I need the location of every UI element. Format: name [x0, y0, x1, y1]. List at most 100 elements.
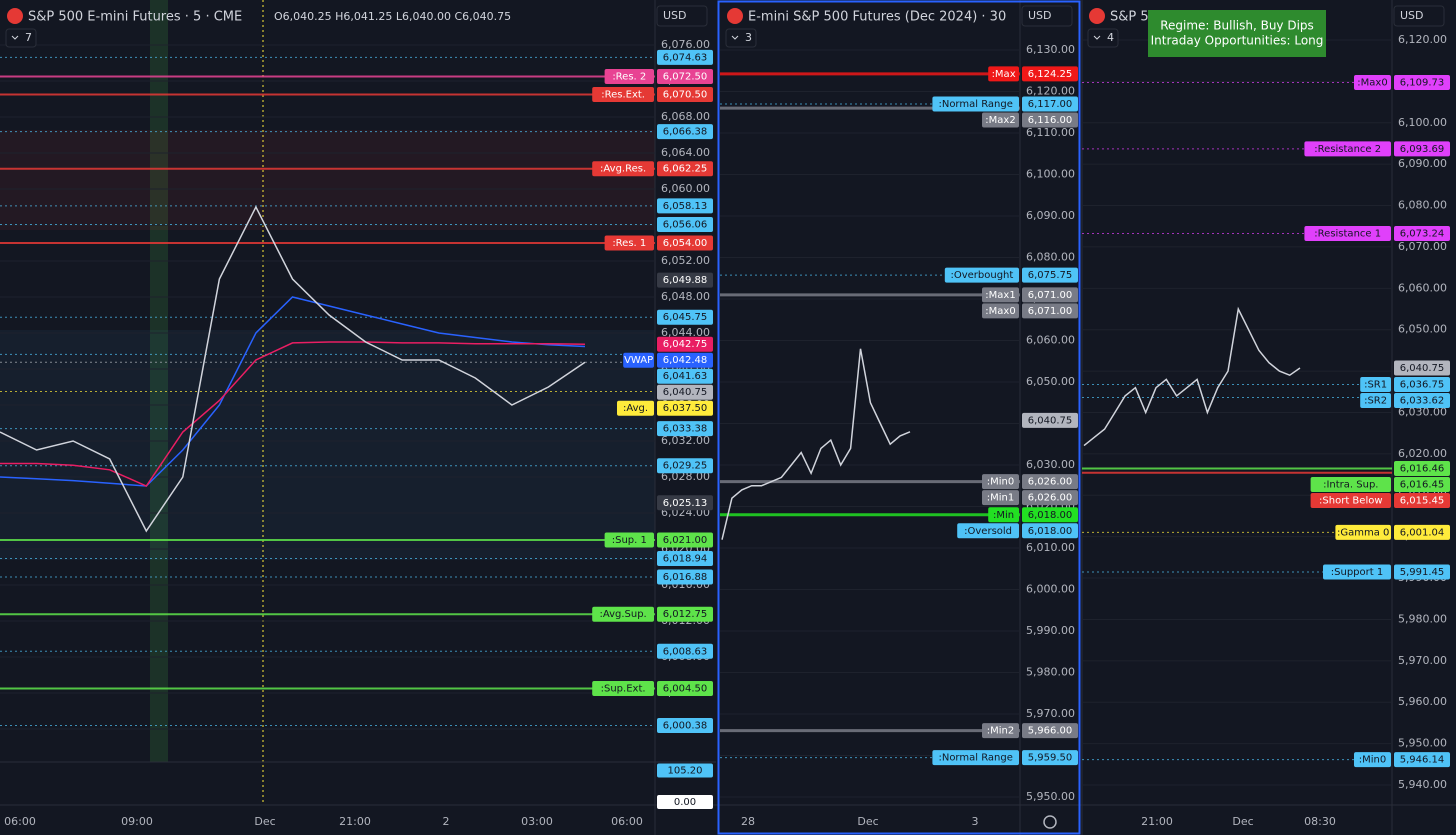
price-label-box [1022, 66, 1078, 82]
price-label-box [1394, 461, 1450, 477]
x-tick-label: 09:00 [121, 815, 153, 828]
price-label-box [1022, 267, 1078, 283]
regime-text: Regime: Bullish, Buy Dips [1160, 19, 1314, 33]
currency-button[interactable] [1393, 5, 1445, 27]
price-label-box [657, 606, 713, 622]
price-label-box [1022, 112, 1078, 128]
y-tick-label: 6,060.00 [1398, 281, 1447, 294]
level-name-box [1304, 141, 1391, 157]
y-tick-label: 6,120.00 [1398, 33, 1447, 46]
x-tick-label: Dec [1232, 815, 1253, 828]
price-label-box [1394, 477, 1450, 493]
price-label-box [1022, 412, 1078, 428]
price-label-box [657, 336, 713, 352]
level-name: :Sup. 1 [612, 535, 647, 546]
price-label-box [657, 124, 713, 140]
level-name: VWAP [624, 355, 653, 366]
price-line [0, 341, 586, 487]
chevron [731, 35, 739, 40]
price-label: 6,062.25 [663, 164, 708, 175]
price-label-box [1394, 493, 1450, 509]
level-name: :Oversold [964, 526, 1012, 537]
level-name: :Res. 1 [612, 238, 646, 249]
level-name-box [604, 68, 654, 84]
currency-button[interactable] [1021, 5, 1073, 27]
price-label: 6,072.50 [663, 71, 708, 82]
level-name: :Support 1 [1331, 567, 1383, 578]
chevron [11, 35, 19, 40]
level-name-box [932, 96, 1019, 112]
y-tick-label: 5,940.00 [1398, 778, 1447, 791]
level-name-box [982, 303, 1019, 319]
currency-button[interactable] [656, 5, 708, 27]
level-name-box [592, 680, 654, 696]
price-label: 6,037.50 [663, 403, 708, 414]
session-band [150, 0, 168, 762]
level-name: :SR1 [1364, 380, 1387, 391]
price-label: 5,966.00 [1028, 726, 1073, 737]
level-name-box [988, 66, 1019, 82]
indicator-toggle[interactable] [1087, 28, 1119, 48]
active-panel-border [717, 0, 1081, 835]
price-label-box [657, 368, 713, 384]
price-label: 6,054.00 [663, 238, 708, 249]
chevron [1093, 35, 1101, 40]
price-label-box [657, 458, 713, 474]
price-label-box [1022, 287, 1078, 303]
y-tick-label: 5,950.00 [1398, 737, 1447, 750]
y-tick-label: 6,052.00 [661, 254, 710, 267]
price-label-box [1394, 360, 1450, 376]
level-name-box [592, 606, 654, 622]
level-name-box [1304, 226, 1391, 242]
level-name-box [592, 86, 654, 102]
price-label: 6,049.88 [663, 275, 708, 286]
price-label-box [1394, 752, 1450, 768]
price-label: 6,056.06 [663, 219, 708, 230]
level-name: :Normal Range [938, 99, 1012, 110]
y-tick-label: 6,048.00 [661, 290, 710, 303]
y-tick-label: 5,970.00 [1026, 707, 1075, 720]
level-name-box [604, 235, 654, 251]
price-label-box [1022, 474, 1078, 490]
y-tick-label: 5,980.00 [1026, 665, 1075, 678]
volume-label: 105.20 [668, 765, 703, 776]
y-tick-label: 6,100.00 [1398, 116, 1447, 129]
level-name-box [982, 287, 1019, 303]
level-name: :Max [992, 69, 1016, 80]
y-tick-label: 6,130.00 [1026, 43, 1075, 56]
x-tick-label: 21:00 [1141, 815, 1173, 828]
price-label-box [657, 49, 713, 65]
x-tick-label: Dec [857, 815, 878, 828]
level-name-box [617, 400, 654, 416]
price-label-box [657, 495, 713, 511]
price-label-box [1394, 393, 1450, 409]
price-label: 6,071.00 [1028, 306, 1073, 317]
level-name: :Gamma 0 [1337, 527, 1389, 538]
level-name-box [982, 723, 1019, 739]
price-label-box [657, 569, 713, 585]
price-label: 6,000.38 [663, 721, 708, 732]
price-label: 6,021.00 [663, 535, 708, 546]
price-label-box [1022, 507, 1078, 523]
price-label-box [657, 198, 713, 214]
y-tick-label: 6,020.00 [1398, 447, 1447, 460]
level-name: :Max0 [1357, 77, 1387, 88]
x-tick-label: Dec [254, 815, 275, 828]
indicator-toggle[interactable] [725, 28, 757, 48]
level-name-box [988, 507, 1019, 523]
indicator-toggle[interactable] [5, 28, 37, 48]
price-label: 6,040.75 [1400, 363, 1445, 374]
price-label: 6,026.00 [1028, 477, 1073, 488]
price-label-box [1022, 96, 1078, 112]
y-tick-label: 6,110.00 [1026, 126, 1075, 139]
y-tick-label: 5,980.00 [1398, 612, 1447, 625]
y-tick-label: 6,100.00 [1026, 168, 1075, 181]
price-label-box [657, 309, 713, 325]
y-tick-label: 6,076.00 [661, 38, 710, 51]
settings-icon[interactable] [1043, 815, 1057, 829]
price-line [0, 296, 586, 487]
price-label: 6,042.48 [663, 355, 708, 366]
price-line [0, 205, 586, 533]
